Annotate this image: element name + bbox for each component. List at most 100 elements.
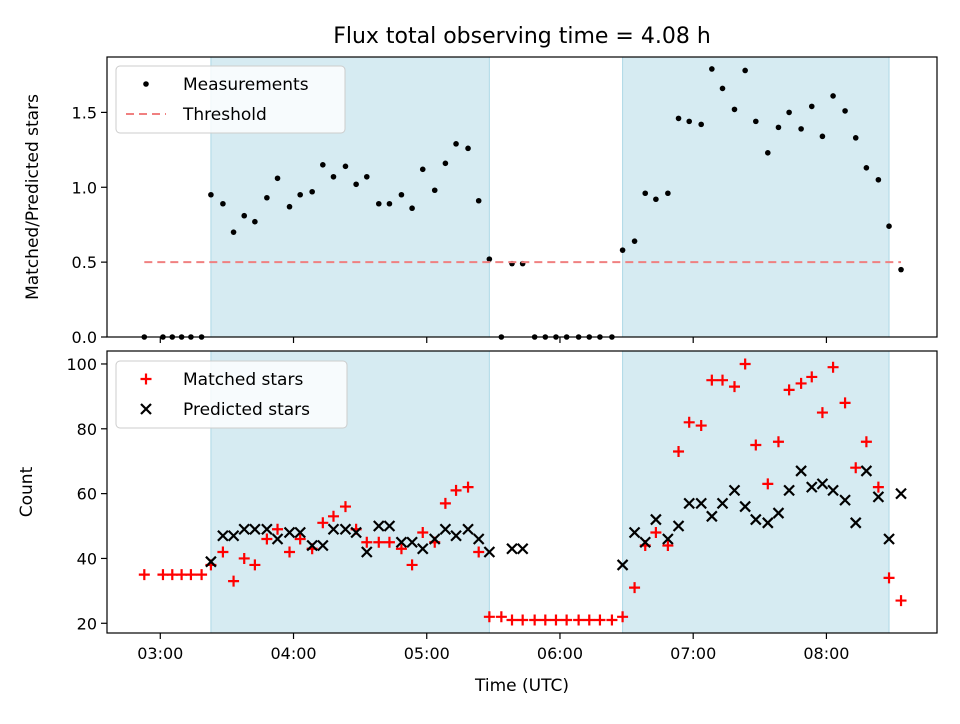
matched-stars-point [339, 501, 351, 513]
predicted-stars-point [762, 517, 774, 529]
y-tick-label: 0.0 [72, 328, 97, 347]
predicted-stars-point [350, 526, 362, 539]
matched-stars-point [462, 481, 474, 493]
predicted-stars-point [395, 536, 408, 549]
predicted-stars-point [373, 520, 385, 532]
y-tick-label: 60 [77, 485, 97, 504]
predicted-stars-point [205, 555, 217, 568]
ratio-panel: 0.0 0.5 1.0 1.5 Matched/Predicted stars Mea… [23, 56, 938, 347]
measurements-point [453, 141, 459, 147]
counts-legend: Matched stars Predicted stars [115, 360, 348, 429]
y-tick-label: 80 [77, 420, 97, 439]
measurements-point [442, 160, 449, 167]
predicted-stars-point [872, 491, 885, 503]
matched-stars-point [762, 478, 774, 490]
matched-stars-point [629, 582, 641, 594]
measurements-point [409, 205, 415, 212]
matched-stars-point [783, 384, 795, 396]
predicted-stars-point [860, 465, 873, 477]
matched-stars-point [617, 611, 629, 623]
legend-threshold-label: Threshold [182, 105, 267, 125]
legend-matched-stars-swatch [140, 373, 152, 385]
matched-stars-point [383, 536, 395, 548]
x-tick-label: 05:00 [404, 644, 450, 663]
matched-stars-point [185, 569, 197, 581]
measurements-point [264, 194, 270, 201]
predicted-stars-point [716, 497, 729, 510]
matched-stars-point [483, 611, 495, 623]
measurements-point [665, 190, 671, 197]
matched-stars-point [573, 614, 585, 626]
measurements-point [309, 188, 315, 195]
matched-stars-point [728, 381, 740, 393]
measurements-point [798, 126, 804, 132]
matched-stars-point [327, 510, 339, 522]
legend-matched-stars-label: Matched stars [183, 370, 303, 390]
predicted-stars-point [462, 523, 474, 536]
measurements-point [208, 191, 214, 198]
predicted-stars-point [428, 533, 441, 545]
x-tick-label: 03:00 [137, 644, 183, 663]
matched-stars-point [272, 523, 284, 535]
predicted-stars-point [472, 533, 485, 545]
measurements-point [330, 173, 337, 180]
measurements-point [486, 256, 493, 262]
predicted-stars-point [816, 478, 829, 490]
matched-stars-point [517, 614, 529, 626]
y-tick-label: 40 [77, 549, 97, 568]
counts-y-axis-label: Count [17, 466, 37, 517]
predicted-stars-point [616, 559, 629, 571]
predicted-stars-point [406, 536, 418, 549]
matched-stars-point [695, 420, 707, 432]
measurements-point [252, 218, 258, 225]
predicted-stars-point [261, 523, 273, 536]
matched-stars-point [473, 546, 485, 558]
matched-stars-point [706, 374, 718, 386]
predicted-stars-point [805, 481, 818, 493]
observing-interval-band [622, 350, 890, 634]
chart-title: Flux total observing time = 4.08 h [333, 24, 711, 49]
matched-stars-point [249, 559, 261, 571]
matched-stars-point [561, 614, 573, 626]
predicted-stars-point [506, 542, 518, 555]
measurements-point [419, 166, 426, 173]
predicted-stars-point [728, 484, 741, 497]
predicted-stars-point [628, 526, 641, 539]
predicted-stars-point [795, 465, 807, 477]
measurements-point [753, 118, 759, 125]
predicted-stars-point [672, 520, 685, 532]
measurements-point [731, 106, 738, 113]
legend-box [115, 65, 346, 134]
measurements-point [875, 176, 882, 183]
predicted-stars-point [238, 523, 251, 536]
x-tick-label: 04:00 [270, 644, 316, 663]
measurements-point [653, 196, 659, 203]
matched-stars-point [750, 439, 762, 451]
measurements-point [709, 66, 715, 72]
matched-stars-point [529, 614, 541, 626]
x-tick-label: 08:00 [803, 644, 849, 663]
x-tick-label: 07:00 [670, 644, 716, 663]
predicted-stars-point [772, 507, 785, 519]
matched-stars-point [883, 572, 895, 584]
legend-measurements-swatch [143, 81, 149, 87]
predicted-stars-point [416, 542, 429, 555]
measurements-point [375, 200, 382, 207]
matched-stars-point [539, 614, 551, 626]
predicted-stars-point [695, 497, 707, 510]
measurements-point [619, 247, 626, 253]
matched-stars-point [860, 436, 872, 448]
measurements-point [297, 191, 303, 198]
x-tick-label: 06:00 [537, 644, 583, 663]
ratio-legend: Measurements Threshold [115, 65, 346, 134]
predicted-stars-point [783, 484, 795, 497]
matched-stars-point [373, 536, 385, 548]
predicted-stars-point [249, 523, 261, 536]
measurements-point [320, 162, 326, 168]
matched-stars-point [284, 546, 296, 558]
predicted-stars-point [639, 536, 652, 549]
measurements-point [686, 118, 692, 125]
matched-stars-point [673, 445, 685, 457]
predicted-stars-point [750, 513, 762, 526]
measurements-point [775, 124, 782, 131]
